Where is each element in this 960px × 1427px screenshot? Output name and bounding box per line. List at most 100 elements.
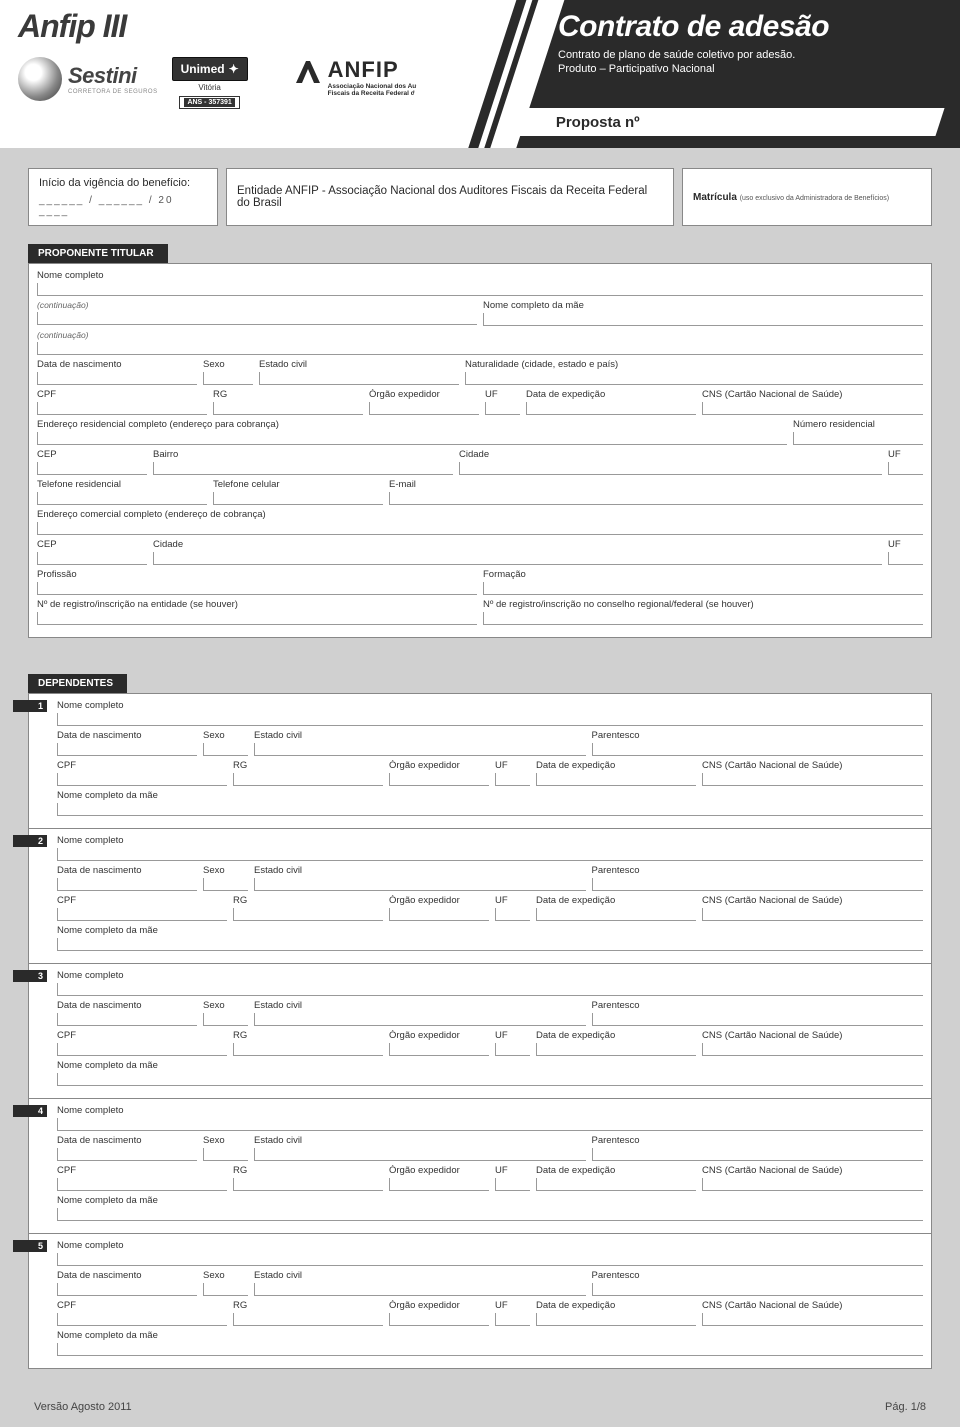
input-dep-rg[interactable] [233, 1043, 383, 1056]
input-dep-sexo[interactable] [203, 743, 248, 756]
contract-sub2: Produto – Participativo Nacional [558, 62, 795, 76]
input-cont2[interactable] [37, 342, 923, 355]
input-dep-dnasc[interactable] [57, 1148, 197, 1161]
input-profissao[interactable] [37, 582, 477, 595]
input-dep-nome[interactable] [57, 1253, 923, 1266]
input-dep-nome[interactable] [57, 983, 923, 996]
input-dep-rg[interactable] [233, 1313, 383, 1326]
input-dep-parent[interactable] [592, 1148, 924, 1161]
input-dep-orgao[interactable] [389, 773, 489, 786]
input-dep-mae[interactable] [57, 1073, 923, 1086]
input-dep-parent[interactable] [592, 1013, 924, 1026]
input-cep1[interactable] [37, 462, 147, 475]
input-telcel[interactable] [213, 492, 383, 505]
input-dep-cpf[interactable] [57, 1043, 227, 1056]
input-sexo[interactable] [203, 372, 253, 385]
input-formacao[interactable] [483, 582, 923, 595]
input-endcom[interactable] [37, 522, 923, 535]
input-bairro[interactable] [153, 462, 453, 475]
input-dep-cpf[interactable] [57, 1178, 227, 1191]
input-dep-cns[interactable] [702, 1043, 923, 1056]
input-dep-uf[interactable] [495, 773, 530, 786]
input-dep-ecivil[interactable] [254, 1283, 586, 1296]
lbl-dep-dnasc: Data de nascimento [57, 865, 197, 876]
footer-version: Versão Agosto 2011 [34, 1401, 132, 1413]
input-dep-orgao[interactable] [389, 908, 489, 921]
input-cont1[interactable] [37, 312, 477, 325]
input-uf1[interactable] [485, 402, 520, 415]
input-dep-cns[interactable] [702, 1178, 923, 1191]
input-dep-mae[interactable] [57, 938, 923, 951]
input-dep-rg[interactable] [233, 1178, 383, 1191]
input-dep-ecivil[interactable] [254, 1148, 586, 1161]
input-dep-mae[interactable] [57, 803, 923, 816]
titular-form: Nome completo (continuação) Nome complet… [28, 263, 932, 638]
input-cns[interactable] [702, 402, 923, 415]
input-naturalidade[interactable] [465, 372, 923, 385]
vigencia-date[interactable]: ______ / ______ / 20 ____ [39, 195, 207, 217]
input-dep-ecivil[interactable] [254, 743, 586, 756]
input-dep-cpf[interactable] [57, 773, 227, 786]
input-dep-dnasc[interactable] [57, 878, 197, 891]
input-dep-cpf[interactable] [57, 908, 227, 921]
input-orgao[interactable] [369, 402, 479, 415]
input-dep-cpf[interactable] [57, 1313, 227, 1326]
input-dep-parent[interactable] [592, 878, 924, 891]
input-dep-sexo[interactable] [203, 878, 248, 891]
input-regent[interactable] [37, 612, 477, 625]
input-dep-orgao[interactable] [389, 1178, 489, 1191]
input-dep-ecivil[interactable] [254, 878, 586, 891]
input-nome[interactable] [37, 283, 923, 296]
input-dep-sexo[interactable] [203, 1283, 248, 1296]
input-endres[interactable] [37, 432, 787, 445]
input-dep-dnasc[interactable] [57, 1283, 197, 1296]
input-dnasc[interactable] [37, 372, 197, 385]
input-dep-orgao[interactable] [389, 1043, 489, 1056]
input-dep-nome[interactable] [57, 713, 923, 726]
input-cidade1[interactable] [459, 462, 882, 475]
input-nome-mae[interactable] [483, 313, 923, 326]
lbl-cidade1: Cidade [459, 449, 882, 460]
input-dep-cns[interactable] [702, 908, 923, 921]
input-dep-rg[interactable] [233, 908, 383, 921]
input-dep-mae[interactable] [57, 1208, 923, 1221]
input-cidade2[interactable] [153, 552, 882, 565]
input-dep-cns[interactable] [702, 773, 923, 786]
input-dep-dexp[interactable] [536, 1178, 696, 1191]
lbl-dep-cpf: CPF [57, 1165, 227, 1176]
input-dep-dnasc[interactable] [57, 743, 197, 756]
input-telres[interactable] [37, 492, 207, 505]
input-dep-sexo[interactable] [203, 1013, 248, 1026]
input-cpf[interactable] [37, 402, 207, 415]
input-email[interactable] [389, 492, 923, 505]
lbl-uf2: UF [888, 449, 923, 460]
input-cep2[interactable] [37, 552, 147, 565]
input-dep-nome[interactable] [57, 1118, 923, 1131]
input-dep-uf[interactable] [495, 1178, 530, 1191]
input-dep-sexo[interactable] [203, 1148, 248, 1161]
input-regcons[interactable] [483, 612, 923, 625]
input-dep-cns[interactable] [702, 1313, 923, 1326]
input-ecivil[interactable] [259, 372, 459, 385]
input-rg[interactable] [213, 402, 363, 415]
input-dep-dexp[interactable] [536, 773, 696, 786]
input-dep-uf[interactable] [495, 1043, 530, 1056]
input-dep-parent[interactable] [592, 743, 924, 756]
input-dep-ecivil[interactable] [254, 1013, 586, 1026]
input-dep-rg[interactable] [233, 773, 383, 786]
input-uf3[interactable] [888, 552, 923, 565]
input-numres[interactable] [793, 432, 923, 445]
input-uf2[interactable] [888, 462, 923, 475]
input-dep-parent[interactable] [592, 1283, 924, 1296]
input-dep-uf[interactable] [495, 908, 530, 921]
input-dexp[interactable] [526, 402, 696, 415]
input-dep-dnasc[interactable] [57, 1013, 197, 1026]
input-dep-dexp[interactable] [536, 1043, 696, 1056]
lbl-dep-uf: UF [495, 1165, 530, 1176]
input-dep-dexp[interactable] [536, 1313, 696, 1326]
input-dep-orgao[interactable] [389, 1313, 489, 1326]
input-dep-uf[interactable] [495, 1313, 530, 1326]
input-dep-nome[interactable] [57, 848, 923, 861]
input-dep-mae[interactable] [57, 1343, 923, 1356]
input-dep-dexp[interactable] [536, 908, 696, 921]
